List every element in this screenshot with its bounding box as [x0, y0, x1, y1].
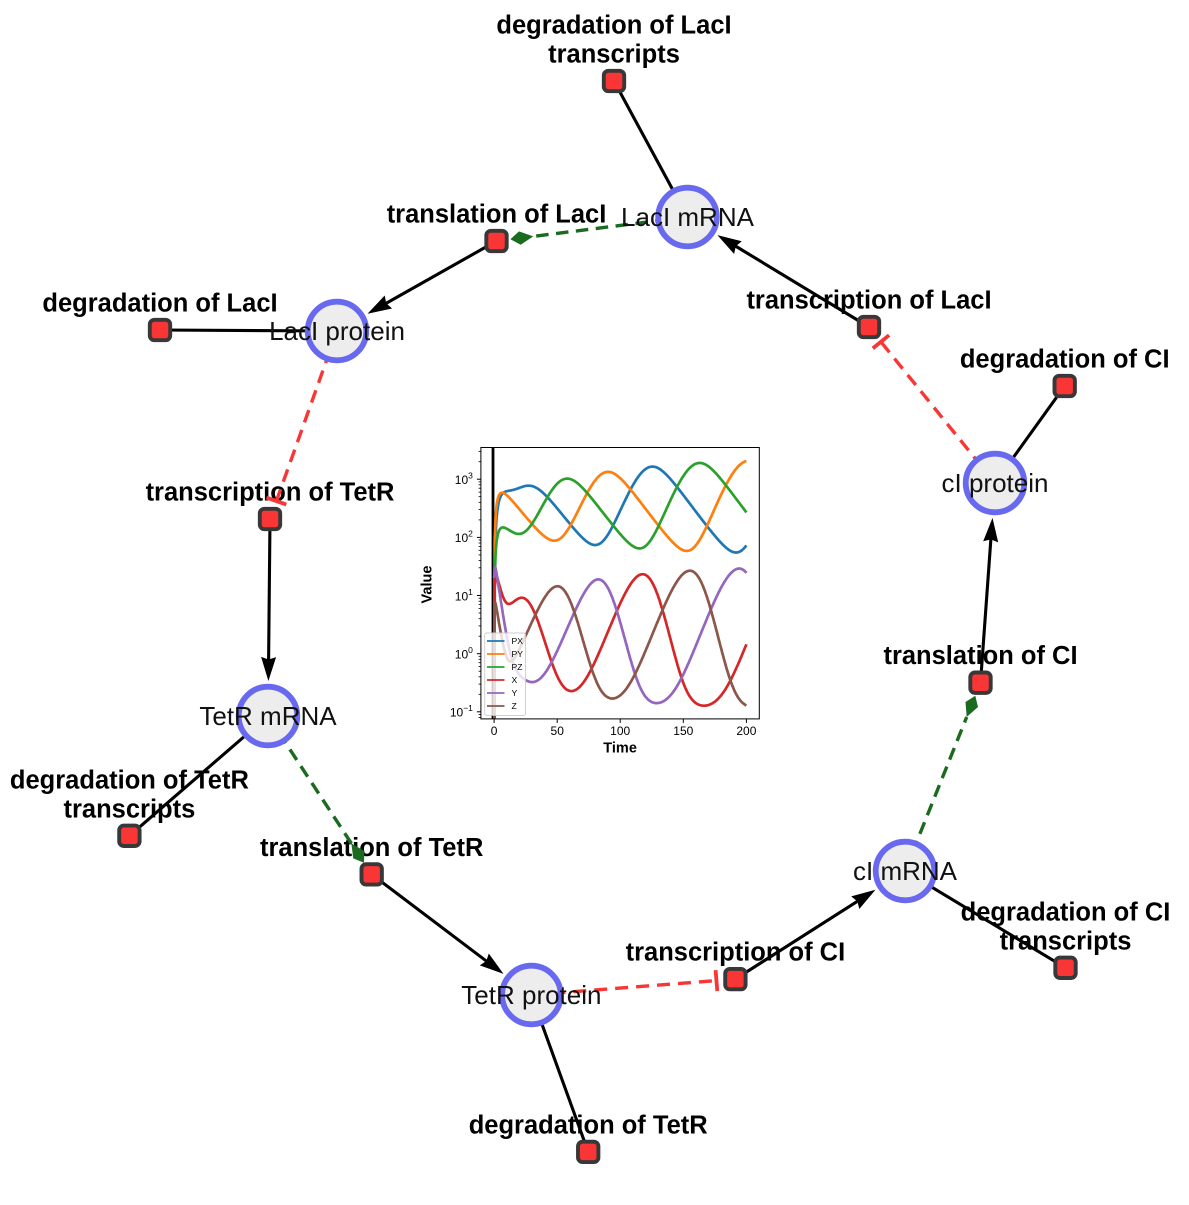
- svg-text:PX: PX: [512, 636, 524, 646]
- svg-text:degradation of LacI: degradation of LacI: [42, 290, 277, 318]
- svg-text:degradation of LacI: degradation of LacI: [496, 12, 731, 40]
- svg-text:cI protein: cI protein: [942, 468, 1049, 498]
- svg-text:100: 100: [610, 724, 630, 738]
- svg-text:102: 102: [455, 529, 473, 546]
- svg-text:degradation of CI: degradation of CI: [960, 346, 1170, 374]
- svg-text:50: 50: [551, 724, 565, 738]
- svg-text:degradation of TetR: degradation of TetR: [469, 1111, 708, 1139]
- svg-text:cI mRNA: cI mRNA: [853, 856, 958, 886]
- svg-text:101: 101: [455, 587, 473, 604]
- svg-text:LacI protein: LacI protein: [269, 316, 405, 346]
- svg-text:transcription of CI: transcription of CI: [626, 939, 846, 967]
- svg-text:Value: Value: [420, 566, 436, 604]
- svg-text:PZ: PZ: [512, 662, 523, 672]
- svg-text:LacI mRNA: LacI mRNA: [621, 202, 755, 232]
- svg-text:transcription of LacI: transcription of LacI: [746, 287, 991, 315]
- svg-text:Y: Y: [512, 688, 518, 698]
- svg-text:103: 103: [455, 471, 473, 488]
- svg-text:degradation of CI: degradation of CI: [961, 898, 1171, 926]
- svg-text:translation of TetR: translation of TetR: [260, 834, 483, 862]
- svg-text:Time: Time: [603, 740, 637, 756]
- svg-text:0: 0: [491, 724, 498, 738]
- svg-text:transcripts: transcripts: [548, 41, 680, 69]
- svg-text:TetR protein: TetR protein: [461, 980, 601, 1010]
- svg-text:X: X: [512, 675, 518, 685]
- svg-text:transcripts: transcripts: [64, 795, 196, 823]
- svg-text:translation of LacI: translation of LacI: [387, 201, 607, 229]
- svg-text:Z: Z: [512, 701, 517, 711]
- svg-text:100: 100: [455, 645, 473, 662]
- svg-text:150: 150: [673, 724, 693, 738]
- svg-text:10−1: 10−1: [450, 703, 473, 720]
- svg-text:TetR mRNA: TetR mRNA: [199, 701, 337, 731]
- svg-text:PY: PY: [512, 649, 524, 659]
- svg-text:transcription of TetR: transcription of TetR: [146, 479, 395, 507]
- svg-text:degradation of TetR: degradation of TetR: [10, 766, 249, 794]
- svg-text:200: 200: [736, 724, 756, 738]
